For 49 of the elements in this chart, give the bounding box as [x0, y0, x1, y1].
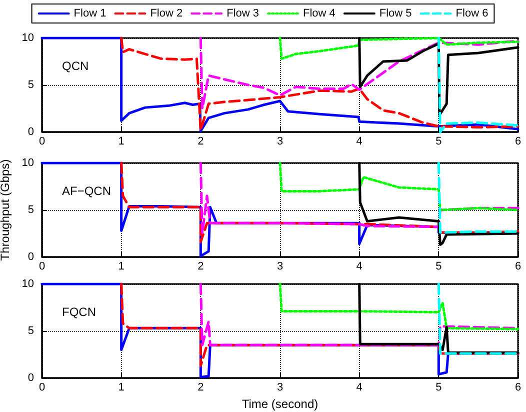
x-tick-label: 1: [118, 136, 124, 148]
x-tick-label: 6: [514, 382, 522, 394]
line-series: [278, 282, 520, 330]
line-series: [278, 162, 520, 212]
legend-label: Flow 6: [456, 8, 488, 20]
x-tick-label: 4: [356, 136, 362, 148]
x-tick-label: 6: [514, 136, 522, 148]
y-axis-title: Throughput (Gbps): [0, 159, 12, 261]
x-tick-label: 2: [198, 382, 204, 394]
y-tick-label: 5: [28, 325, 34, 337]
line-series: [120, 162, 520, 244]
x-tick-label: 1: [118, 382, 124, 394]
x-tick-label: 3: [276, 260, 284, 272]
x-tick-label: 1: [118, 260, 124, 272]
line-series: [120, 36, 520, 132]
line-series: [120, 282, 520, 368]
y-tick-label: 0: [28, 251, 34, 263]
y-tick-label: 10: [22, 278, 34, 290]
legend-label: Flow 5: [379, 8, 412, 20]
x-tick-label: 4: [356, 260, 362, 272]
x-tick-label: 2: [198, 260, 204, 272]
x-tick-label: 0: [38, 136, 46, 148]
line-series: [199, 162, 520, 235]
x-tick-label: 3: [276, 136, 284, 148]
x-tick-label: 6: [514, 260, 522, 272]
annotation: QCN: [62, 59, 89, 73]
x-tick-label: 5: [436, 260, 442, 272]
legend-label: Flow 1: [74, 8, 106, 20]
x-tick-label: 0: [38, 382, 46, 394]
y-tick-label: 10: [22, 157, 34, 169]
y-tick-label: 0: [28, 372, 34, 384]
x-axis-title: Time (second): [242, 396, 318, 411]
x-tick-label: 5: [436, 382, 442, 394]
legend-label: Flow 4: [303, 8, 336, 20]
legend-label: Flow 2: [150, 8, 183, 20]
annotation: FQCN: [62, 305, 96, 319]
line-series: [199, 36, 520, 110]
annotation: AF−QCN: [62, 184, 112, 198]
y-tick-label: 5: [28, 204, 34, 216]
x-tick-label: 0: [38, 260, 46, 272]
legend-label: Flow 3: [226, 8, 260, 20]
x-tick-label: 2: [198, 136, 204, 148]
x-tick-label: 4: [356, 382, 362, 394]
y-tick-label: 10: [22, 32, 34, 44]
line-series: [278, 36, 520, 60]
y-tick-label: 0: [28, 126, 34, 138]
x-tick-label: 3: [276, 382, 284, 394]
x-tick-label: 5: [436, 136, 442, 148]
y-tick-label: 5: [28, 79, 34, 91]
